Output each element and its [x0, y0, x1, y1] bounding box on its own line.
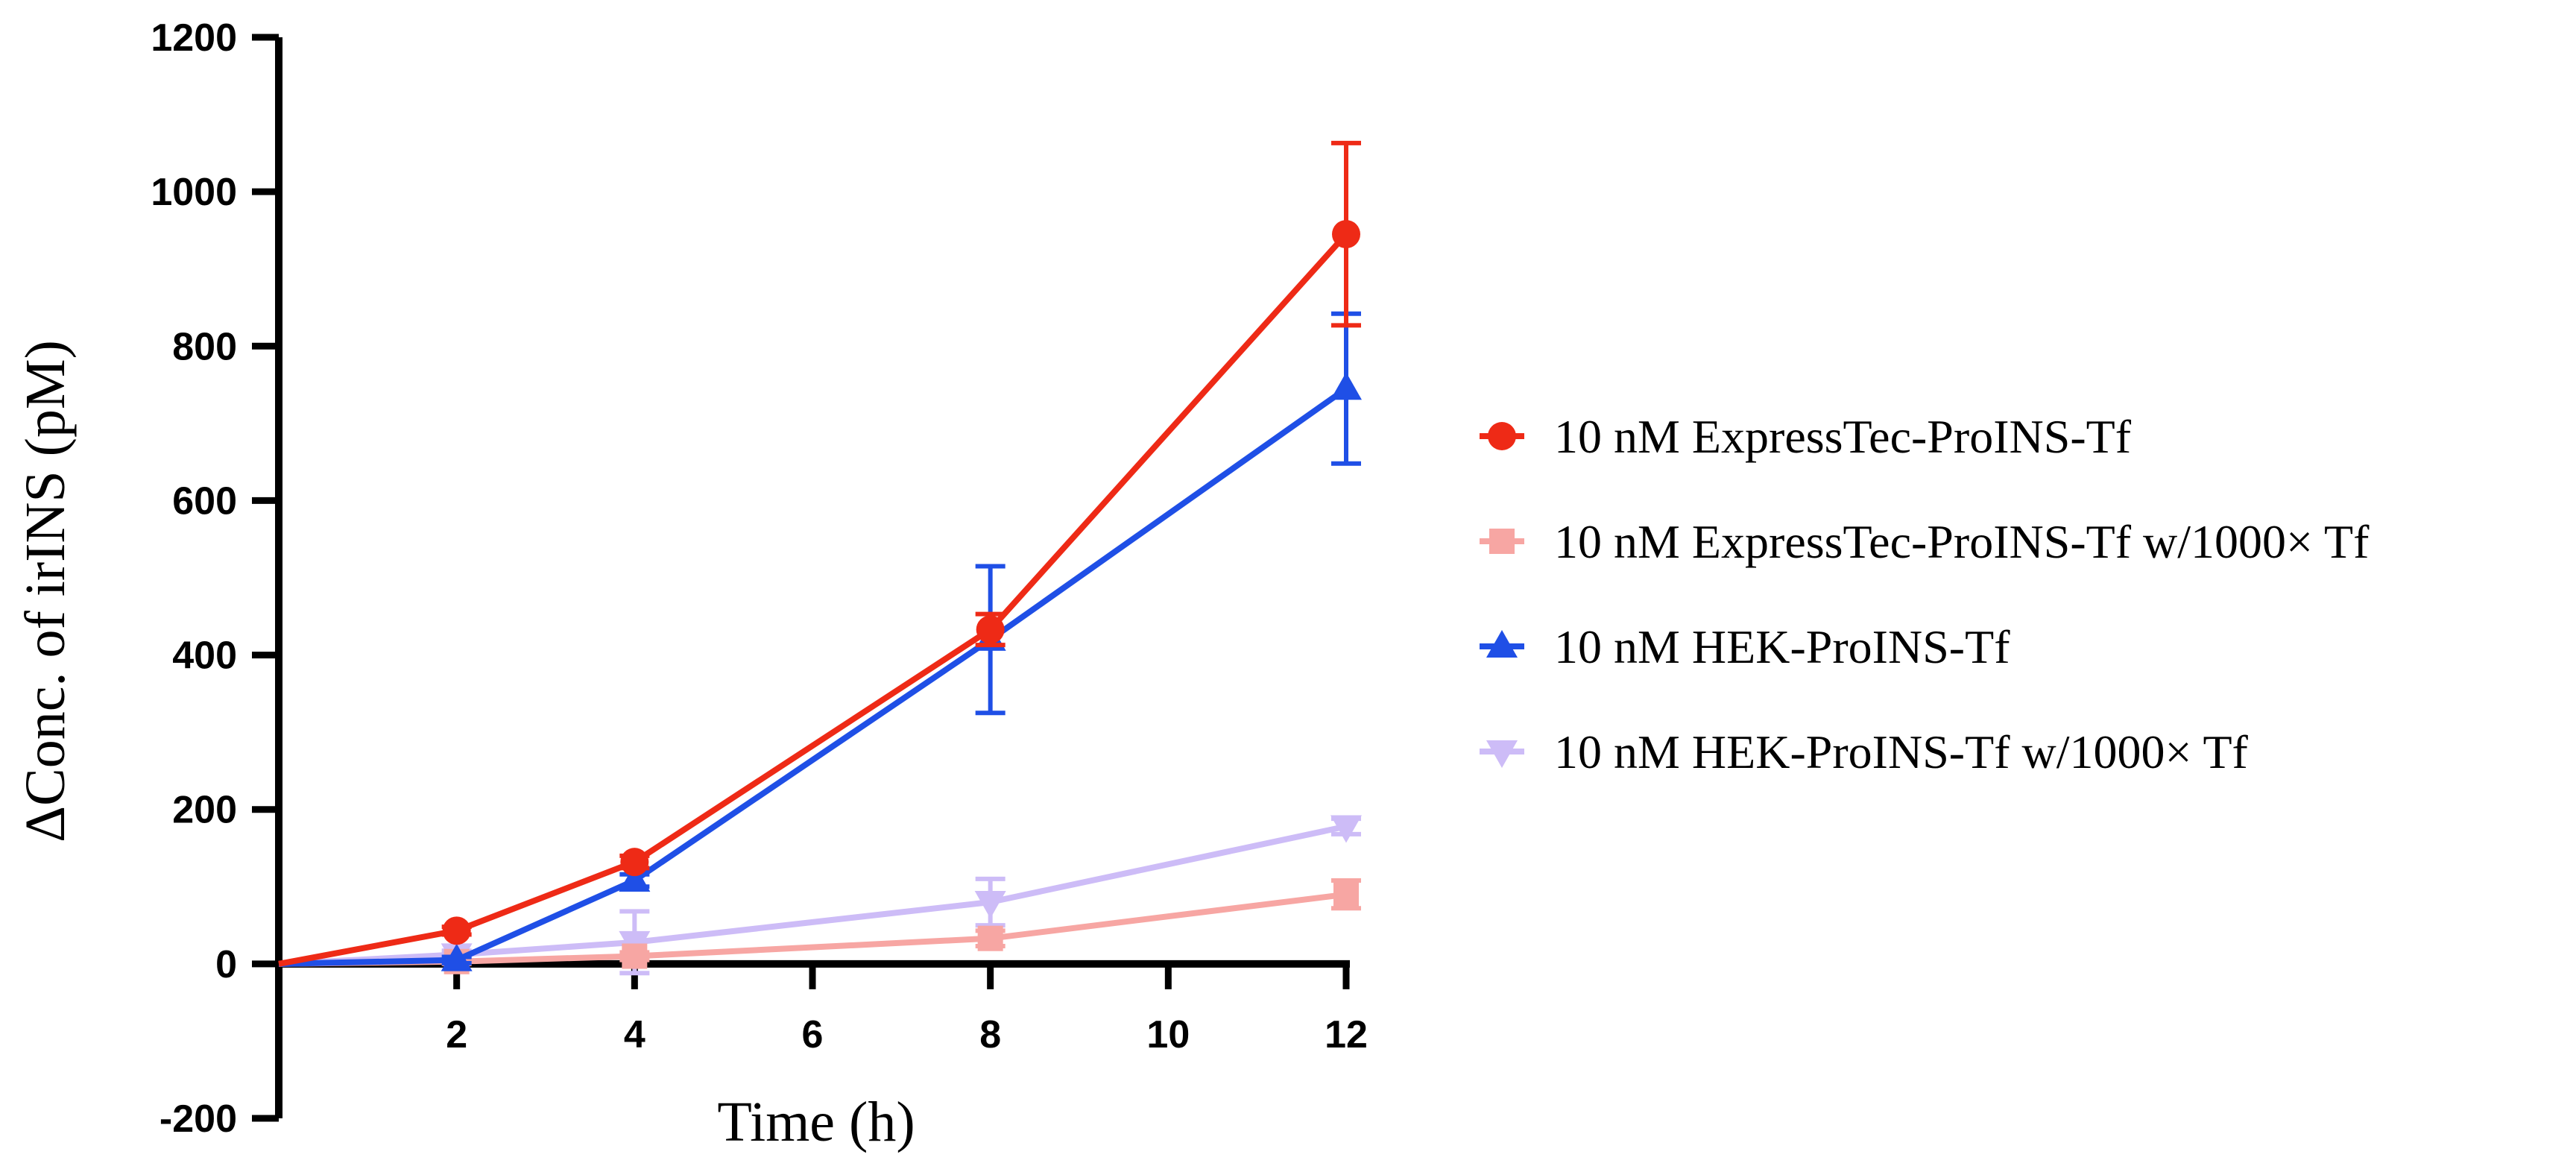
data-point	[442, 916, 471, 945]
legend-item-1: 10 nM ExpressTec-ProINS-Tf w/1000× Tf	[1480, 515, 2370, 568]
ticks: -200 0 200 400 600 800 1000 1200 2 4 6 8 10 12	[151, 16, 1368, 1141]
data-point	[1330, 372, 1362, 400]
legend-label: 10 nM ExpressTec-ProINS-Tf	[1554, 410, 2132, 463]
x-tick-label: 10	[1146, 1013, 1190, 1056]
legend-label: 10 nM ExpressTec-ProINS-Tf w/1000× Tf	[1554, 515, 2370, 568]
data-point	[1332, 220, 1360, 249]
legend-item-3: 10 nM HEK-ProINS-Tf w/1000× Tf	[1480, 725, 2249, 778]
legend-label: 10 nM HEK-ProINS-Tf	[1554, 620, 2010, 673]
data-point	[974, 891, 1006, 919]
x-tick-label: 4	[624, 1013, 645, 1056]
y-tick-label: 1000	[151, 171, 237, 214]
legend-item-2: 10 nM HEK-ProINS-Tf	[1480, 620, 2010, 673]
legend-marker	[1489, 529, 1515, 554]
x-tick-label: 8	[979, 1013, 1001, 1056]
series-line	[278, 232, 1348, 967]
series-line	[278, 823, 1347, 967]
legend: 10 nM ExpressTec-ProINS-Tf 10 nM ExpressT…	[1480, 410, 2370, 778]
legend-marker	[1486, 740, 1518, 768]
legend-label: 10 nM HEK-ProINS-Tf w/1000× Tf	[1554, 725, 2249, 778]
data-point	[1333, 881, 1359, 907]
data-point	[977, 925, 1003, 951]
x-axis-title: Time (h)	[717, 1091, 915, 1153]
y-tick-label: 1200	[151, 16, 237, 60]
data-point	[619, 864, 651, 892]
legend-marker	[1486, 630, 1518, 658]
legend-item-0: 10 nM ExpressTec-ProINS-Tf	[1480, 410, 2132, 463]
series-line	[278, 385, 1348, 967]
y-axis-title: ΔConc. of irINS (pM)	[14, 340, 77, 842]
data-point	[441, 943, 473, 971]
series-0	[278, 140, 1361, 967]
y-tick-label: 200	[172, 789, 237, 832]
data-point	[1330, 815, 1362, 843]
x-tick-label: 12	[1325, 1013, 1368, 1056]
data-point	[976, 615, 1005, 644]
x-tick-label: 2	[446, 1013, 467, 1056]
x-tick-label: 6	[802, 1013, 824, 1056]
y-tick-label: 800	[172, 325, 237, 368]
y-tick-label: 400	[172, 634, 237, 678]
legend-marker	[1488, 422, 1516, 450]
y-tick-label: 600	[172, 479, 237, 523]
data-point	[622, 943, 648, 969]
series-layer	[278, 140, 1362, 976]
y-tick-label: -200	[160, 1097, 237, 1141]
series-2	[278, 311, 1362, 971]
y-tick-label: 0	[215, 943, 237, 986]
data-point	[620, 848, 649, 877]
